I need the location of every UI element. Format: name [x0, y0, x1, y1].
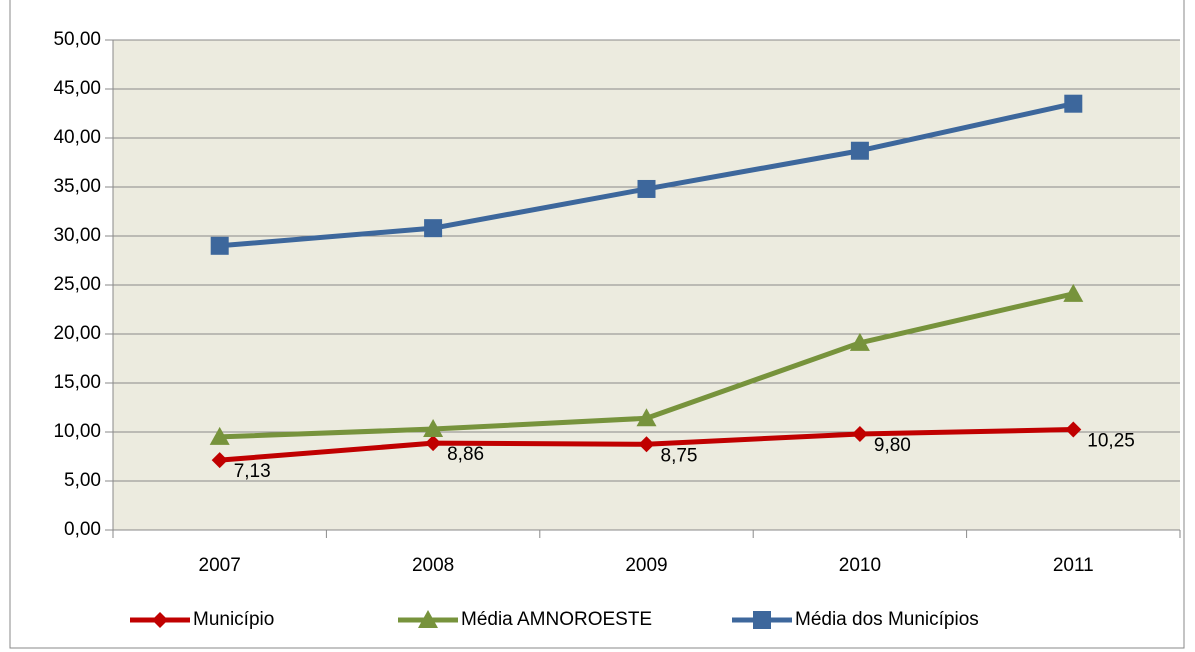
y-tick-label: 25,00 — [53, 274, 101, 295]
x-tick-label: 2010 — [839, 555, 881, 576]
point-marker — [209, 426, 230, 445]
legend-label: Média dos Municípios — [795, 609, 979, 630]
point-marker — [851, 425, 868, 442]
point-marker — [637, 179, 656, 198]
y-tick-label: 5,00 — [64, 470, 101, 491]
data-label: 8,86 — [447, 444, 484, 465]
legend-marker — [753, 611, 771, 629]
point-marker — [849, 332, 870, 351]
legend-marker — [152, 612, 168, 628]
y-tick-label: 20,00 — [53, 323, 101, 344]
data-label: 10,25 — [1087, 431, 1135, 452]
y-tick-label: 30,00 — [53, 225, 101, 246]
x-tick-label: 2007 — [199, 555, 241, 576]
data-label: 7,13 — [234, 461, 271, 482]
x-tick-label: 2009 — [625, 555, 667, 576]
legend-label: Município — [193, 609, 274, 630]
point-marker — [423, 419, 444, 438]
point-marker — [636, 408, 657, 427]
point-marker — [850, 141, 869, 160]
x-tick-label: 2008 — [412, 555, 454, 576]
y-tick-label: 40,00 — [53, 127, 101, 148]
data-label: 9,80 — [874, 435, 911, 456]
point-marker — [425, 435, 442, 452]
data-label: 8,75 — [661, 445, 698, 466]
y-tick-label: 50,00 — [53, 29, 101, 50]
point-marker — [1063, 283, 1084, 302]
point-marker — [211, 452, 228, 469]
legend-marker — [418, 610, 438, 628]
legend-label: Média AMNOROESTE — [461, 609, 652, 630]
y-tick-label: 15,00 — [53, 372, 101, 393]
point-marker — [210, 236, 229, 255]
point-marker — [638, 436, 655, 453]
y-tick-label: 35,00 — [53, 176, 101, 197]
point-marker — [1065, 421, 1082, 438]
point-marker — [1064, 94, 1083, 113]
y-tick-label: 45,00 — [53, 78, 101, 99]
point-marker — [424, 219, 443, 238]
y-tick-label: 0,00 — [64, 519, 101, 540]
y-tick-label: 10,00 — [53, 421, 101, 442]
x-tick-label: 2011 — [1053, 555, 1094, 576]
